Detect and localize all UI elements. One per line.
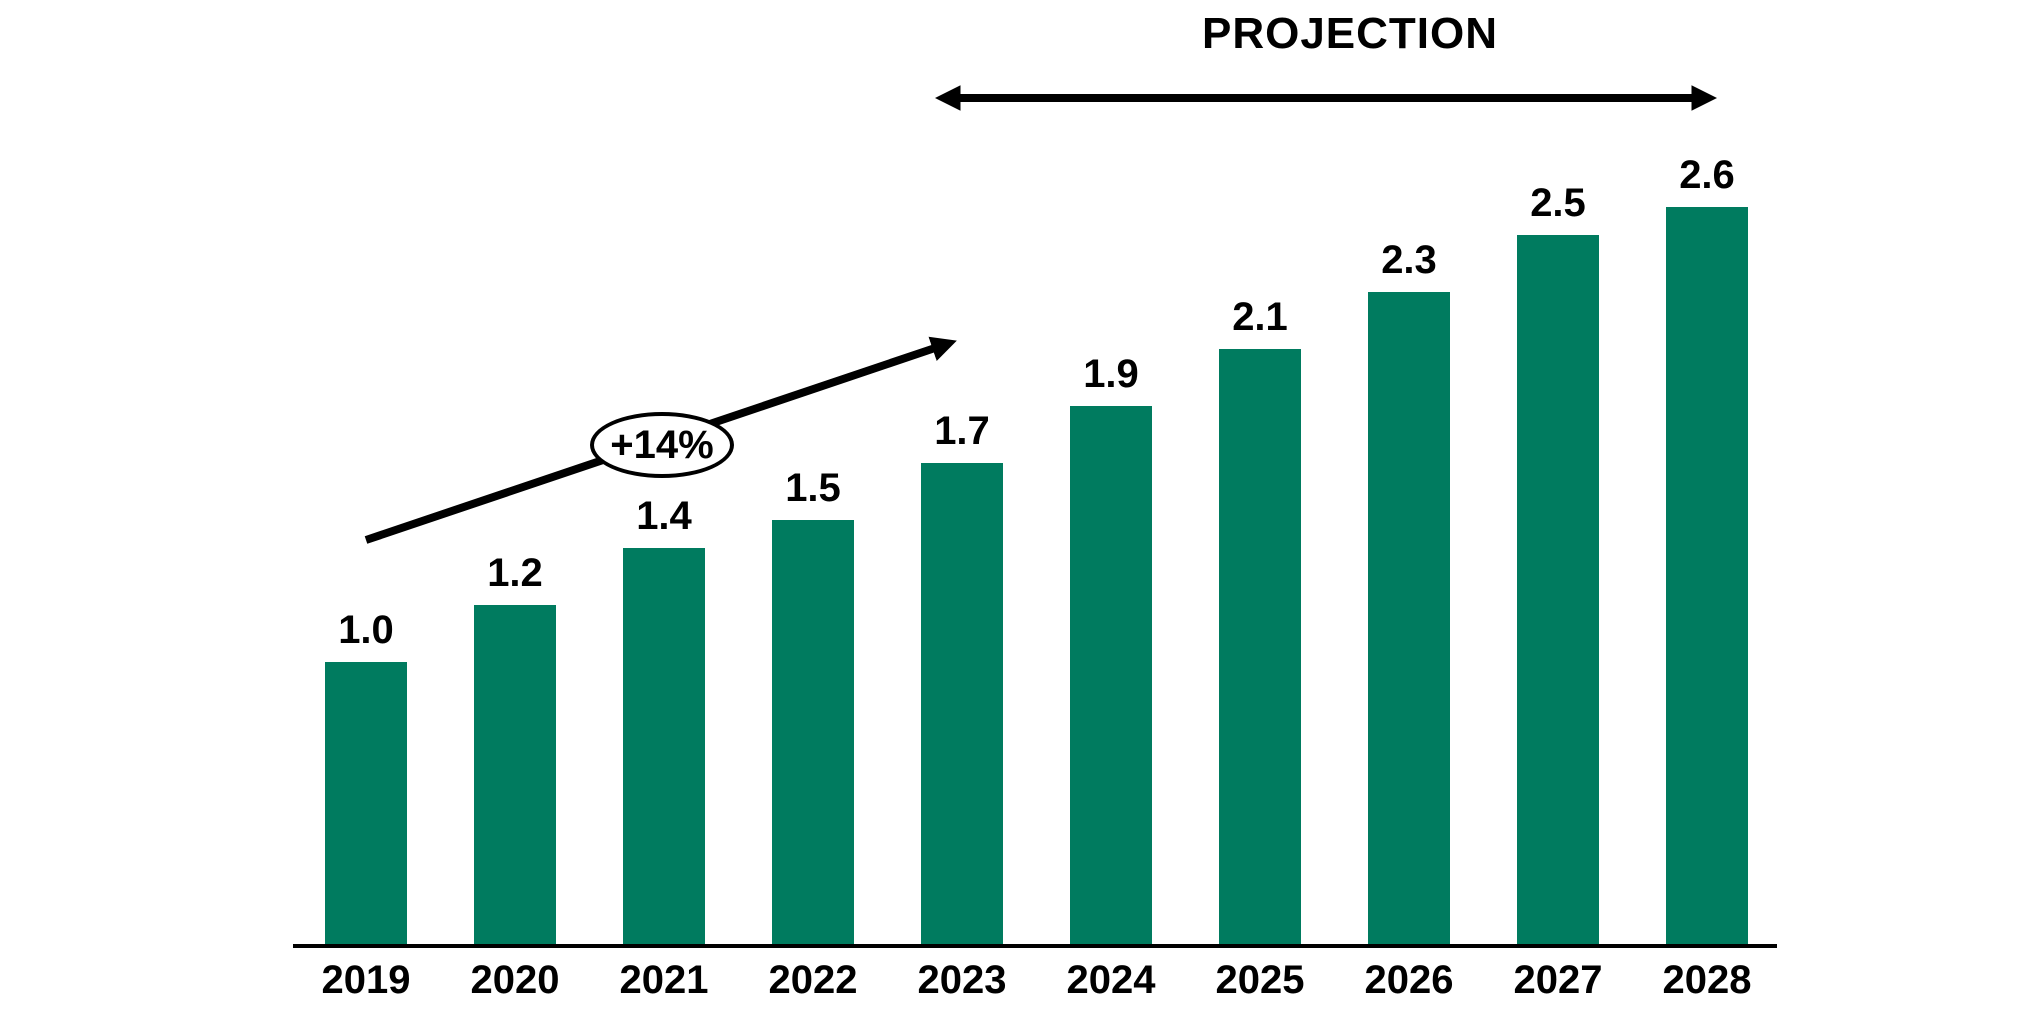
x-axis-label: 2020 — [470, 958, 560, 1002]
bar-2025 — [1219, 349, 1301, 946]
bar-value-label: 1.0 — [338, 608, 394, 652]
bar-value-label: 2.3 — [1381, 238, 1437, 282]
x-axis-label: 2023 — [917, 958, 1007, 1002]
bar-2028 — [1666, 207, 1748, 946]
bar-2021 — [623, 548, 705, 946]
x-axis-label: 2019 — [321, 958, 411, 1002]
x-axis-label: 2026 — [1364, 958, 1454, 1002]
x-axis-label: 2022 — [768, 958, 858, 1002]
x-axis-label: 2021 — [619, 958, 709, 1002]
x-axis-line — [293, 944, 1777, 948]
bar-2020 — [474, 605, 556, 946]
projection-label: PROJECTION — [1201, 9, 1499, 58]
x-axis-label: 2025 — [1215, 958, 1305, 1002]
growth-annotation-label: +14% — [610, 423, 714, 467]
bar-value-label: 1.9 — [1083, 352, 1139, 396]
bar-2022 — [772, 520, 854, 946]
x-axis-label: 2024 — [1066, 958, 1156, 1002]
bar-2024 — [1070, 406, 1152, 946]
x-axis-label: 2027 — [1513, 958, 1603, 1002]
bar-2019 — [325, 662, 407, 946]
bar-value-label: 1.5 — [785, 466, 841, 510]
bar-2027 — [1517, 235, 1599, 946]
bar-value-label: 2.5 — [1530, 181, 1586, 225]
bar-value-label: 1.7 — [934, 409, 990, 453]
bar-value-label: 2.1 — [1232, 295, 1288, 339]
bar-value-label: 2.6 — [1679, 153, 1735, 197]
x-axis-label: 2028 — [1662, 958, 1752, 1002]
growth-annotation-badge: +14% — [590, 412, 734, 478]
bar-value-label: 1.4 — [636, 494, 692, 538]
bar-2023 — [921, 463, 1003, 946]
bar-2026 — [1368, 292, 1450, 946]
bar-value-label: 1.2 — [487, 551, 543, 595]
